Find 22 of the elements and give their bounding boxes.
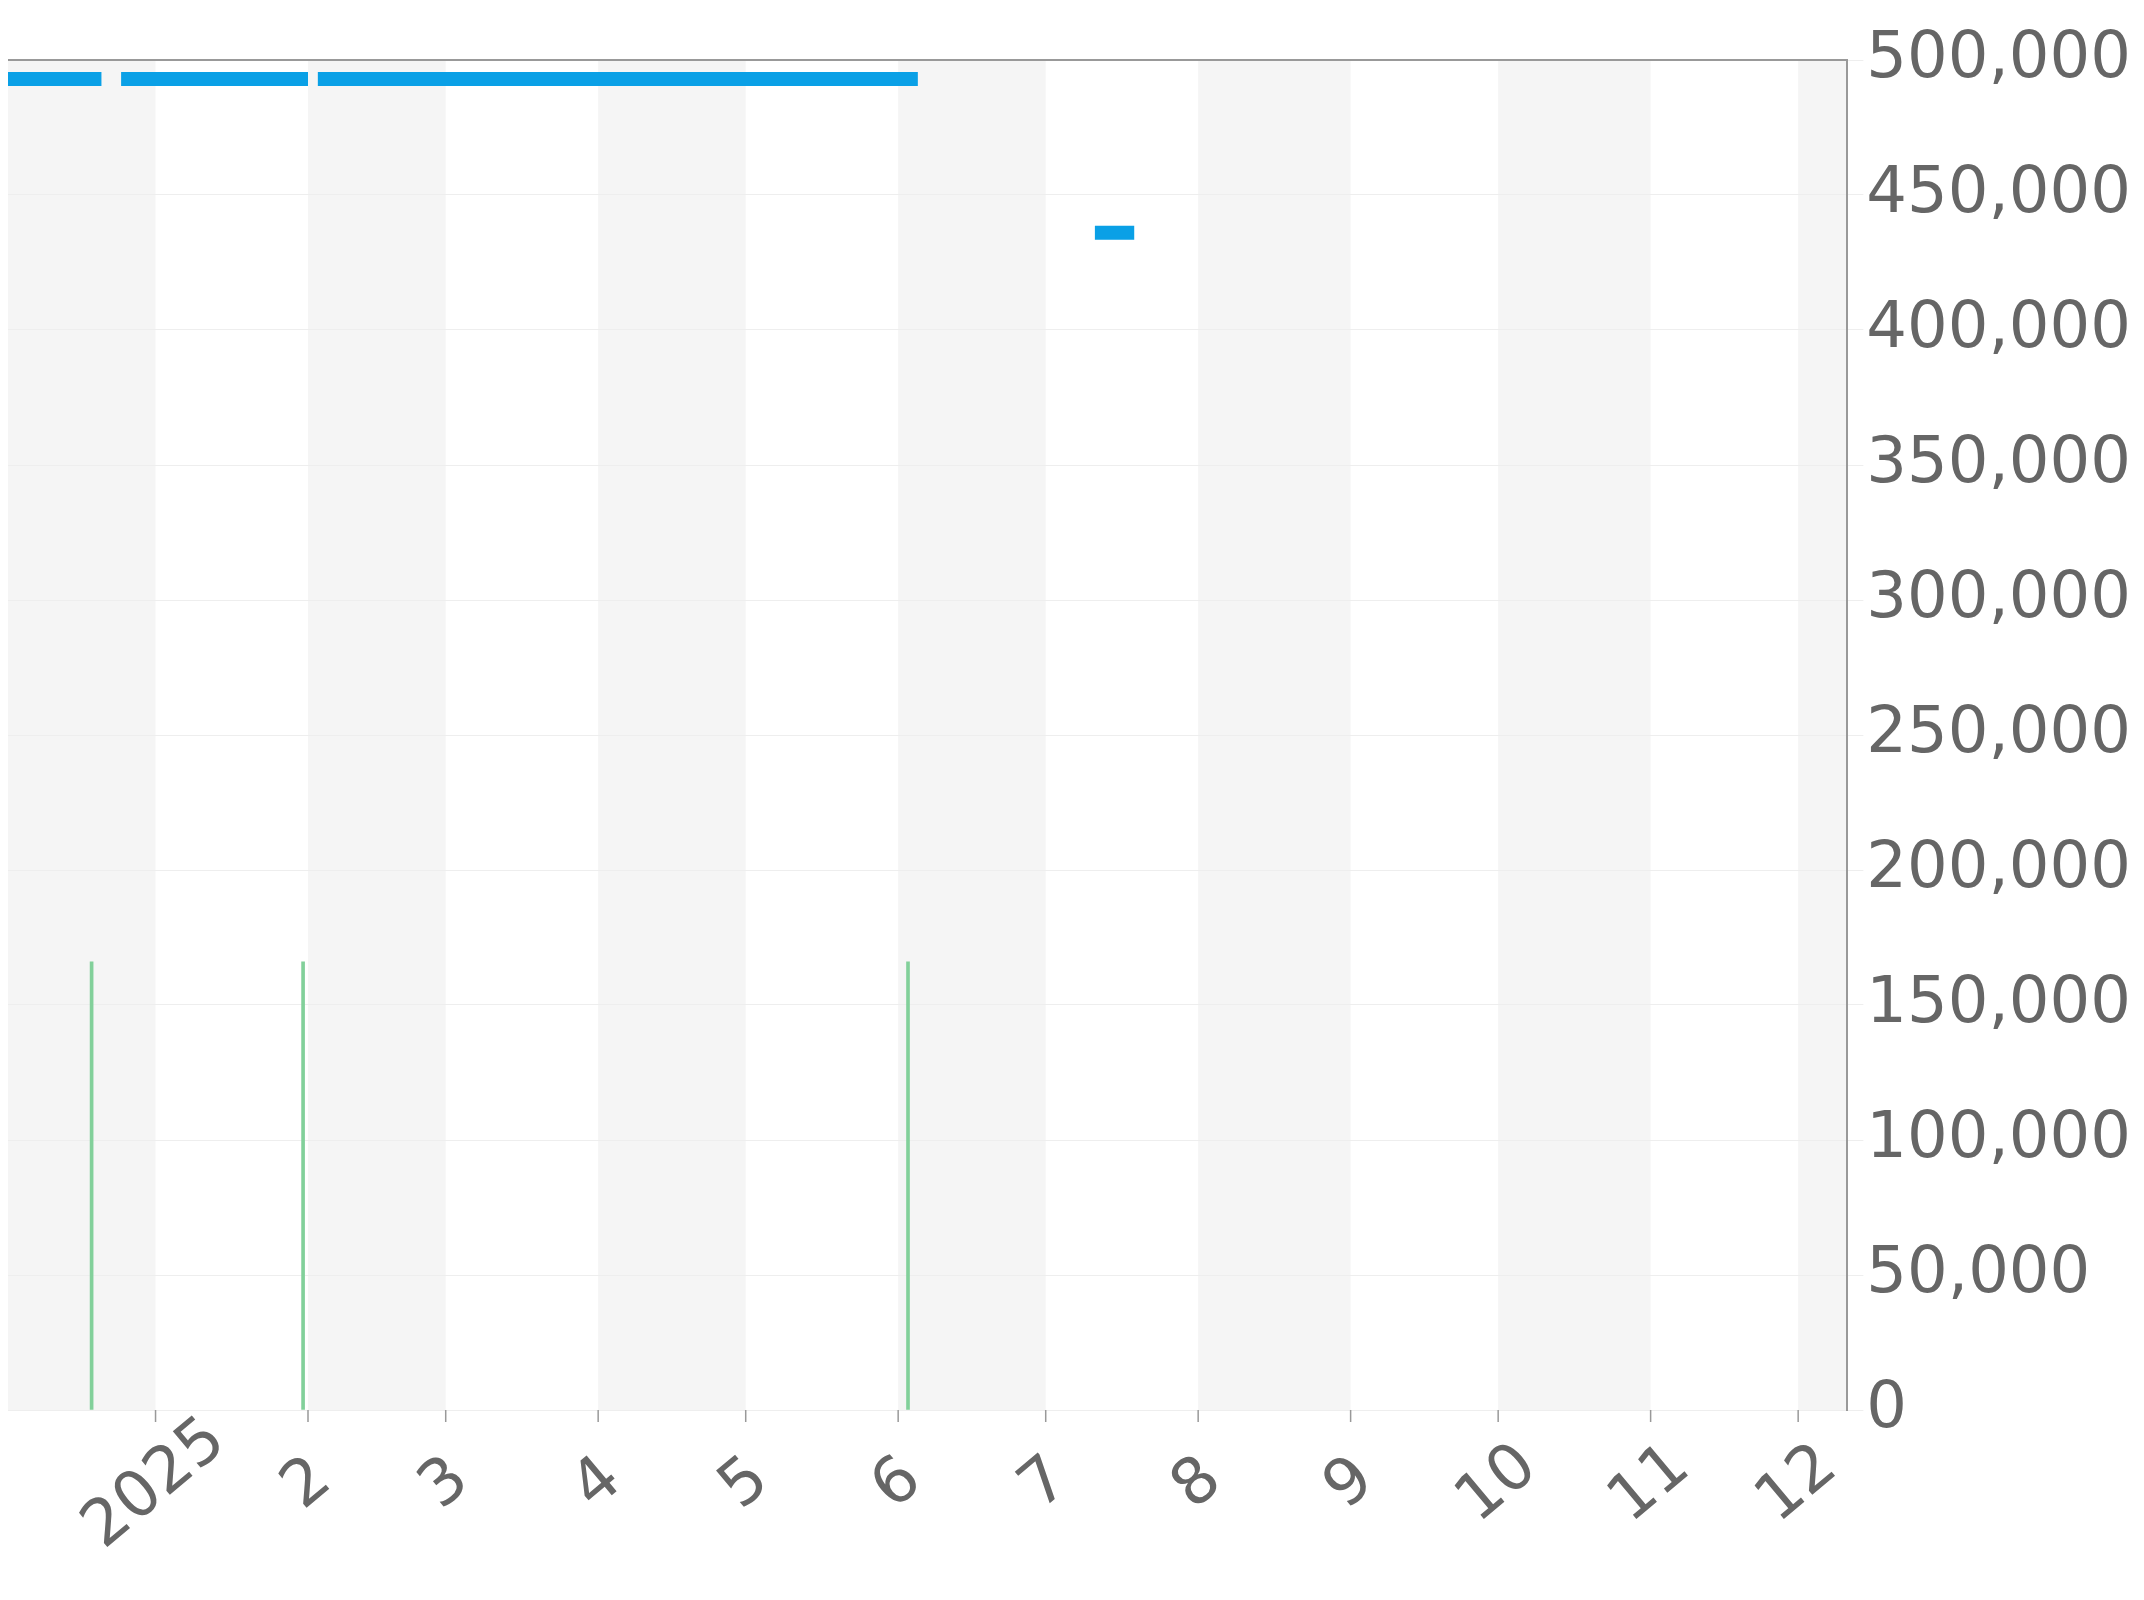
x-tick-label: 6 [855,1439,935,1523]
x-tick-label: 7 [1002,1439,1082,1523]
y-tick-label: 50,000 [1866,1232,2091,1307]
y-tick-label: 100,000 [1866,1097,2131,1172]
x-tick-label: 4 [555,1439,635,1523]
y-tick-label: 300,000 [1866,557,2131,632]
x-tick-label: 9 [1307,1439,1387,1523]
x-tick-label: 8 [1155,1439,1235,1523]
x-tick-label: 2 [265,1439,344,1523]
x-tick-label: 3 [402,1439,482,1523]
y-tick-label: 350,000 [1866,422,2131,497]
y-tick-label: 150,000 [1866,962,2131,1037]
x-tick-label: 12 [1739,1426,1850,1536]
y-tick-label: 250,000 [1866,692,2131,767]
y-tick-label: 400,000 [1866,287,2131,362]
x-tick-label: 5 [702,1439,782,1523]
y-tick-label: 200,000 [1866,827,2131,902]
y-tick-label: 0 [1866,1367,1908,1442]
x-tick-label: 10 [1439,1426,1550,1536]
y-tick-label: 500,000 [1866,17,2131,92]
y-tick-label: 450,000 [1866,152,2131,227]
x-tick-label: 11 [1592,1426,1703,1536]
